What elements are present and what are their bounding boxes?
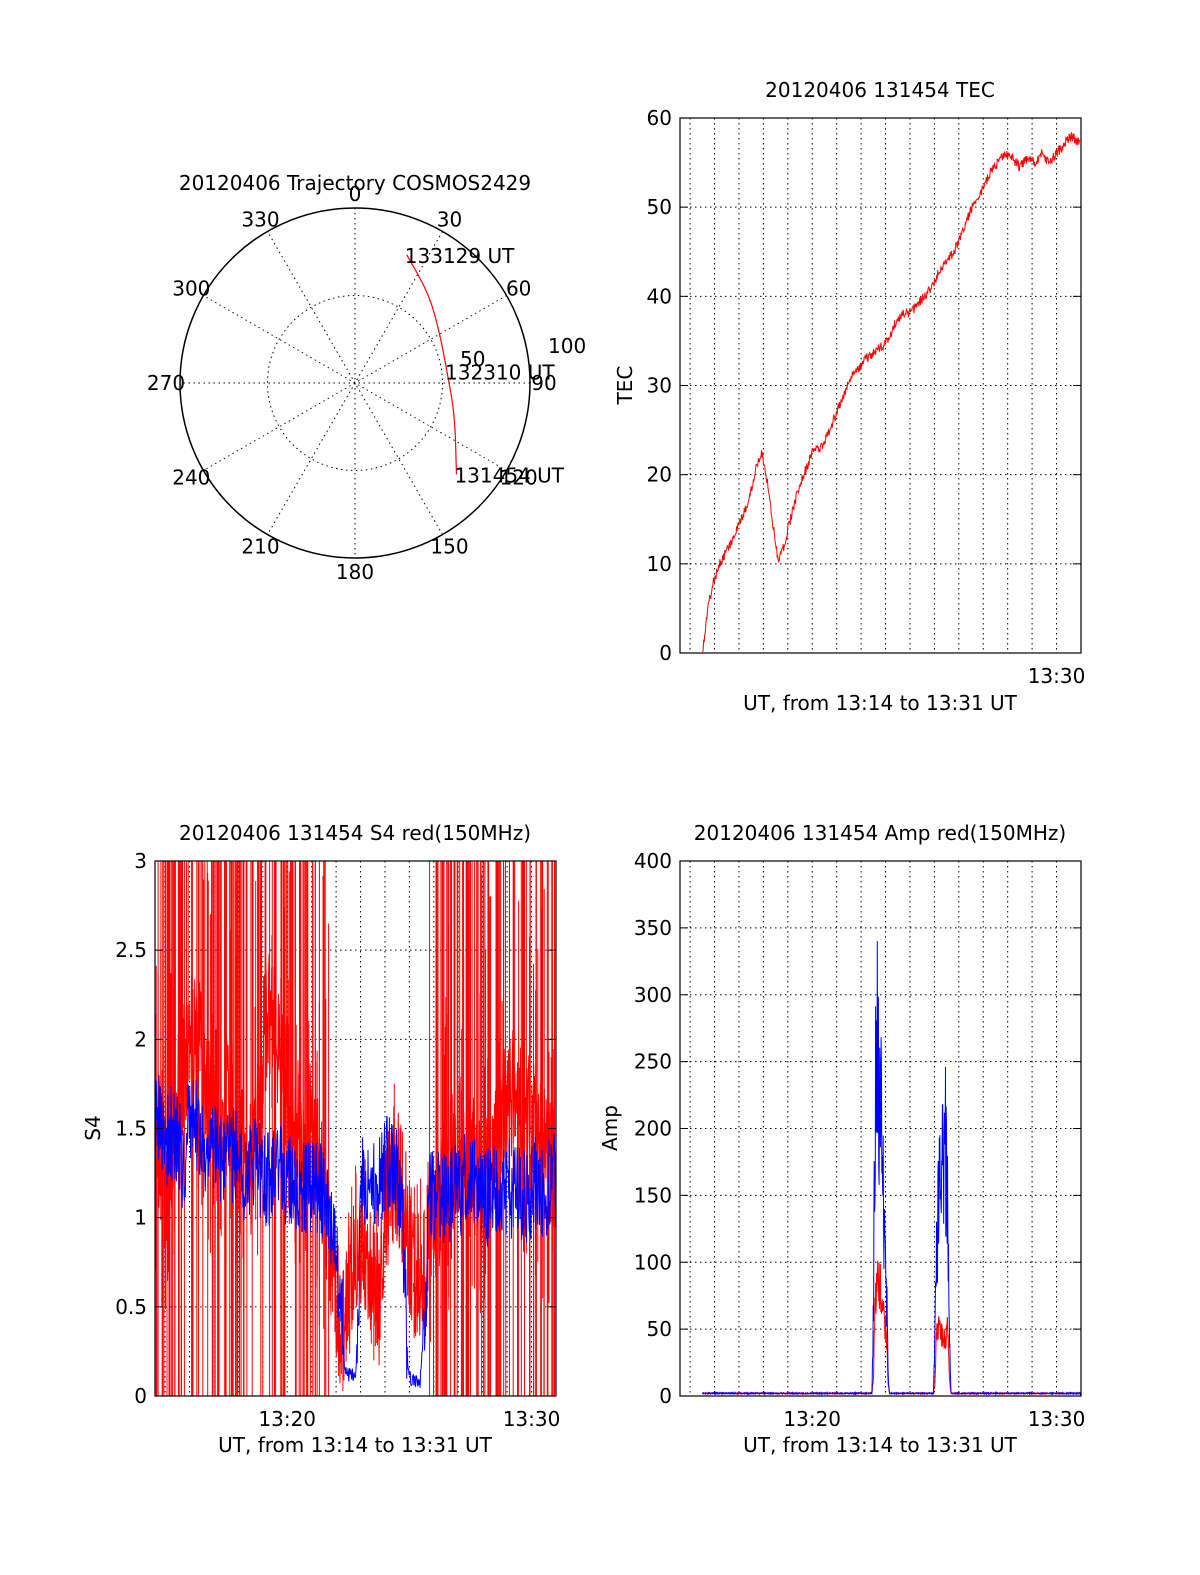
s4-ytick-label: 2.5 <box>115 938 147 962</box>
polar-angle-label: 210 <box>241 535 279 559</box>
tec-ytick-label: 60 <box>647 106 672 130</box>
polar-angle-label: 330 <box>241 207 279 231</box>
polar-spokes <box>180 208 530 558</box>
tec-series-line <box>702 132 1082 654</box>
amp-ylabel: Amp <box>598 1105 622 1151</box>
polar-angle-label: 300 <box>172 277 210 301</box>
tec-grid <box>680 118 1081 653</box>
polar-inner-circle <box>267 295 443 471</box>
polar-angle-label: 90 <box>531 371 556 395</box>
amp-title: 20120406 131454 Amp red(150MHz) <box>694 821 1066 845</box>
amp-ytick-label: 350 <box>634 916 672 940</box>
s4-ytick-label: 1 <box>134 1206 147 1230</box>
trajectory-time-label: 133129 UT <box>405 244 515 268</box>
amp-series-line <box>702 1260 1082 1396</box>
s4-series-line <box>154 1074 557 1388</box>
polar-title: 20120406 Trajectory COSMOS2429 <box>179 171 531 195</box>
tec-yticks: 0 10 20 30 40 50 60 <box>647 106 1081 665</box>
amp-ytick-label: 300 <box>634 983 672 1007</box>
amp-ytick-label: 0 <box>659 1384 672 1408</box>
amp-ytick-label: 200 <box>634 1117 672 1141</box>
trajectory-line <box>406 254 458 475</box>
polar-angle-label: 60 <box>506 277 531 301</box>
s4-xlabel: UT, from 13:14 to 13:31 UT <box>218 1433 493 1457</box>
polar-panel: 20120406 Trajectory COSMOS2429 0 30 60 90 12… <box>147 171 586 584</box>
polar-angle-labels: 0 30 60 90 120 150 180 210 240 270 300 330 <box>147 182 557 584</box>
polar-angle-label: 180 <box>336 560 374 584</box>
s4-ylabel: S4 <box>81 1115 105 1140</box>
s4-ytick-label: 1.5 <box>115 1117 147 1141</box>
s4-panel: 20120406 131454 S4 red(150MHz) 0 0.5 1 1.5 2… <box>81 821 560 1457</box>
amp-panel: 20120406 131454 Amp red(150MHz) 0 50 100 15… <box>598 821 1085 1457</box>
s4-ytick-label: 2 <box>134 1027 147 1051</box>
polar-angle-label: 150 <box>430 535 468 559</box>
trajectory-time-label: 132310 UT <box>445 361 555 385</box>
amp-xtick-label: 13:20 <box>783 1407 841 1431</box>
tec-ytick-label: 40 <box>647 284 672 308</box>
amp-ytick-label: 100 <box>634 1250 672 1274</box>
polar-angle-label: 30 <box>437 207 462 231</box>
tec-title: 20120406 131454 TEC <box>765 78 995 102</box>
s4-ytick-label: 0 <box>134 1384 147 1408</box>
tec-ytick-label: 0 <box>659 641 672 665</box>
s4-ytick-label: 0.5 <box>115 1295 147 1319</box>
amp-ytick-label: 50 <box>647 1317 672 1341</box>
trajectory-time-label: 131454 UT <box>454 463 564 487</box>
polar-angle-label: 240 <box>172 466 210 490</box>
trajectory-labels: 133129 UT 132310 UT 131454 UT <box>405 244 565 488</box>
amp-ytick-label: 150 <box>634 1183 672 1207</box>
amp-ytick-label: 400 <box>634 849 672 873</box>
polar-radius-label-50: 50 <box>460 347 485 371</box>
s4-yticks: 0 0.5 1 1.5 2 2.5 3 <box>115 849 556 1408</box>
tec-ytick-label: 50 <box>647 195 672 219</box>
s4-xtick-label: 13:20 <box>258 1407 316 1431</box>
s4-xtick-label: 13:30 <box>503 1407 561 1431</box>
s4-series <box>154 861 557 1396</box>
amp-grid <box>680 861 1081 1396</box>
amp-series <box>702 941 1082 1396</box>
tec-ytick-label: 20 <box>647 463 672 487</box>
tec-series <box>702 132 1082 654</box>
amp-series-line <box>702 941 1082 1396</box>
tec-xtick-label: 13:30 <box>1028 664 1086 688</box>
polar-angle-label: 0 <box>349 182 362 206</box>
tec-ylabel: TEC <box>613 366 637 406</box>
amp-xtick-label: 13:30 <box>1028 1407 1086 1431</box>
amp-xticks: 13:20 13:30 <box>783 1407 1085 1431</box>
s4-ytick-label: 3 <box>134 849 147 873</box>
s4-xticks: 13:20 13:30 <box>258 1407 560 1431</box>
tec-ytick-label: 10 <box>647 552 672 576</box>
amp-yticks: 0 50 100 150 200 250 300 350 400 <box>634 849 1081 1408</box>
tec-xticks: 13:30 <box>1028 664 1086 688</box>
tec-ytick-label: 30 <box>647 374 672 398</box>
tec-xlabel: UT, from 13:14 to 13:31 UT <box>743 691 1018 715</box>
polar-spoke <box>267 231 443 535</box>
s4-title: 20120406 131454 S4 red(150MHz) <box>179 821 531 845</box>
polar-radius-label-100: 100 <box>548 334 586 358</box>
polar-angle-label: 120 <box>500 466 538 490</box>
polar-angle-label: 270 <box>147 371 185 395</box>
amp-ytick-label: 250 <box>634 1050 672 1074</box>
amp-xlabel: UT, from 13:14 to 13:31 UT <box>743 1433 1018 1457</box>
